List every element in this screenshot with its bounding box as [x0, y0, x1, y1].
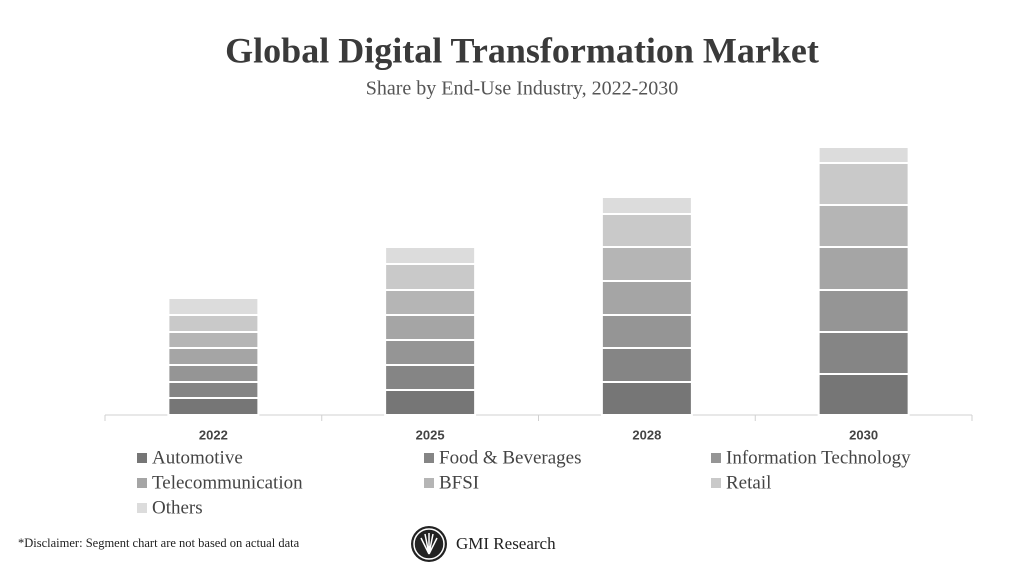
legend-swatch — [711, 453, 721, 463]
bar-segment — [167, 347, 260, 366]
bar-segment — [384, 314, 477, 341]
bar-segment — [384, 246, 477, 265]
x-tick-label: 2022 — [199, 427, 228, 442]
logo-ring — [413, 528, 445, 560]
bar-segment — [817, 204, 910, 248]
bar-segment — [600, 280, 693, 316]
bar-segment — [600, 314, 693, 349]
legend-label: Information Technology — [726, 447, 911, 468]
legend-label: Telecommunication — [152, 472, 303, 493]
legend-label: BFSI — [439, 472, 479, 493]
bar-segment — [600, 347, 693, 383]
brand-name: GMI Research — [456, 534, 556, 553]
bar-segment — [817, 246, 910, 291]
chart-title: Global Digital Transformation Market — [225, 30, 819, 70]
bar-segment — [167, 297, 260, 316]
bar-segment — [817, 331, 910, 375]
logo-mark — [420, 533, 438, 555]
bar-segment — [167, 381, 260, 399]
bar-segment — [167, 364, 260, 383]
bar-segment — [600, 381, 693, 416]
legend-swatch — [424, 478, 434, 488]
bar-segment — [167, 331, 260, 349]
x-tick-label: 2025 — [416, 427, 445, 442]
legend-label: Retail — [726, 472, 771, 493]
legend-label: Automotive — [152, 447, 243, 468]
bar-segment — [384, 263, 477, 291]
bar-segment — [384, 364, 477, 391]
legend-swatch — [137, 503, 147, 513]
bar-segment — [600, 246, 693, 282]
bar-segment — [384, 389, 477, 416]
bar-segment — [167, 314, 260, 333]
bar-segment — [817, 162, 910, 206]
legend-swatch — [711, 478, 721, 488]
x-tick-label: 2030 — [849, 427, 878, 442]
chart-subtitle: Share by End-Use Industry, 2022-2030 — [366, 78, 679, 100]
logo: GMI Research — [411, 526, 556, 562]
bar-segment — [384, 339, 477, 366]
legend-swatch — [137, 478, 147, 488]
bar-segment — [817, 146, 910, 164]
legend-label: Food & Beverages — [439, 447, 581, 468]
bar-segment — [384, 289, 477, 316]
legend-label: Others — [152, 497, 203, 518]
legend-swatch — [137, 453, 147, 463]
bar-segment — [600, 213, 693, 248]
x-tick-label: 2028 — [632, 427, 661, 442]
bar-segment — [817, 289, 910, 333]
bar-segment — [817, 373, 910, 416]
legend-swatch — [424, 453, 434, 463]
footnote: *Disclaimer: Segment chart are not based… — [18, 536, 300, 550]
bar-segment — [167, 397, 260, 416]
bar-segment — [600, 196, 693, 215]
